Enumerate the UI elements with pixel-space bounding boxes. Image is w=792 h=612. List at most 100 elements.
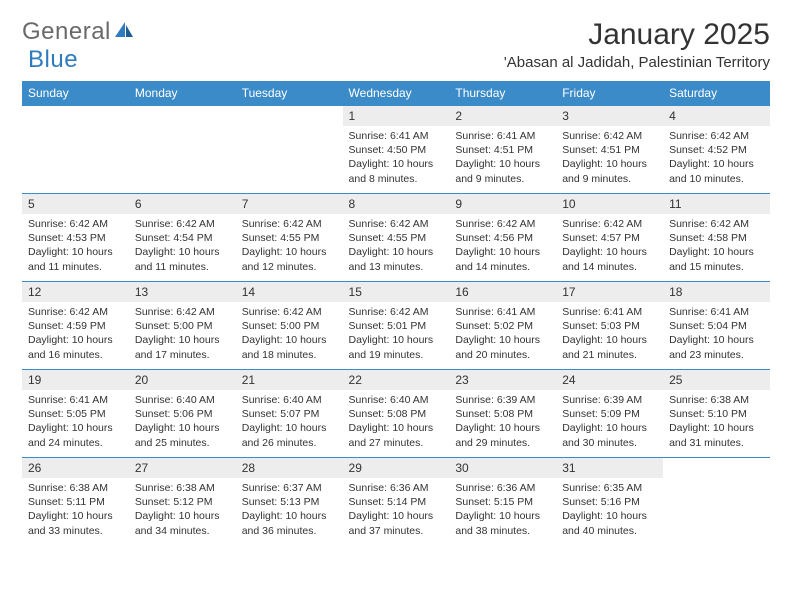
daylight-line: Daylight: 10 hours and 17 minutes.	[135, 333, 230, 361]
sunrise-line: Sunrise: 6:41 AM	[349, 129, 444, 143]
day-info: Sunrise: 6:42 AMSunset: 4:53 PMDaylight:…	[22, 214, 129, 278]
sunset-value: 4:55 PM	[387, 232, 426, 244]
day-cell: 4Sunrise: 6:42 AMSunset: 4:52 PMDaylight…	[663, 106, 770, 194]
sunrise-line: Sunrise: 6:42 AM	[669, 129, 764, 143]
sunrise-value: 6:42 AM	[497, 218, 536, 230]
day-info: Sunrise: 6:41 AMSunset: 4:51 PMDaylight:…	[449, 126, 556, 190]
daylight-line: Daylight: 10 hours and 31 minutes.	[669, 421, 764, 449]
day-info: Sunrise: 6:36 AMSunset: 5:14 PMDaylight:…	[343, 478, 450, 542]
sunrise-line: Sunrise: 6:42 AM	[242, 305, 337, 319]
sunset-value: 4:55 PM	[280, 232, 319, 244]
sunrise-value: 6:39 AM	[497, 394, 536, 406]
sunrise-line: Sunrise: 6:42 AM	[562, 217, 657, 231]
sunset-label: Sunset:	[242, 496, 281, 508]
daylight-label: Daylight:	[349, 510, 393, 522]
week-row: 1Sunrise: 6:41 AMSunset: 4:50 PMDaylight…	[22, 106, 770, 194]
daylight-label: Daylight:	[135, 246, 179, 258]
sunset-label: Sunset:	[562, 232, 601, 244]
daylight-line: Daylight: 10 hours and 34 minutes.	[135, 509, 230, 537]
sunset-label: Sunset:	[455, 320, 494, 332]
sunrise-line: Sunrise: 6:36 AM	[349, 481, 444, 495]
empty-cell	[22, 106, 129, 194]
daylight-label: Daylight:	[669, 334, 713, 346]
sunrise-value: 6:36 AM	[390, 482, 429, 494]
daylight-line: Daylight: 10 hours and 29 minutes.	[455, 421, 550, 449]
sunset-value: 5:12 PM	[173, 496, 212, 508]
sunset-line: Sunset: 5:09 PM	[562, 407, 657, 421]
sunset-line: Sunset: 5:13 PM	[242, 495, 337, 509]
sunrise-label: Sunrise:	[349, 306, 390, 318]
daylight-label: Daylight:	[242, 510, 286, 522]
sunrise-label: Sunrise:	[349, 394, 390, 406]
sunrise-line: Sunrise: 6:38 AM	[135, 481, 230, 495]
sunrise-label: Sunrise:	[669, 130, 710, 142]
sunrise-label: Sunrise:	[242, 218, 283, 230]
daylight-line: Daylight: 10 hours and 11 minutes.	[135, 245, 230, 273]
calendar-body: 1Sunrise: 6:41 AMSunset: 4:50 PMDaylight…	[22, 106, 770, 546]
day-cell: 25Sunrise: 6:38 AMSunset: 5:10 PMDayligh…	[663, 370, 770, 458]
sunrise-label: Sunrise:	[28, 482, 69, 494]
sunset-label: Sunset:	[349, 320, 388, 332]
empty-cell	[663, 458, 770, 546]
day-info: Sunrise: 6:42 AMSunset: 4:54 PMDaylight:…	[129, 214, 236, 278]
sunset-value: 5:04 PM	[708, 320, 747, 332]
sunset-line: Sunset: 4:50 PM	[349, 143, 444, 157]
day-cell: 9Sunrise: 6:42 AMSunset: 4:56 PMDaylight…	[449, 194, 556, 282]
sunset-label: Sunset:	[349, 496, 388, 508]
sunrise-line: Sunrise: 6:42 AM	[28, 217, 123, 231]
title-block: January 2025 'Abasan al Jadidah, Palesti…	[504, 18, 770, 71]
sunset-line: Sunset: 4:56 PM	[455, 231, 550, 245]
day-number: 9	[449, 194, 556, 214]
month-title: January 2025	[504, 18, 770, 52]
sunset-line: Sunset: 5:00 PM	[242, 319, 337, 333]
sunrise-label: Sunrise:	[669, 394, 710, 406]
sunset-line: Sunset: 4:52 PM	[669, 143, 764, 157]
sunset-label: Sunset:	[28, 320, 67, 332]
day-number: 21	[236, 370, 343, 390]
daylight-label: Daylight:	[669, 422, 713, 434]
sunrise-line: Sunrise: 6:42 AM	[135, 305, 230, 319]
sunset-label: Sunset:	[669, 408, 708, 420]
daylight-line: Daylight: 10 hours and 20 minutes.	[455, 333, 550, 361]
day-cell: 30Sunrise: 6:36 AMSunset: 5:15 PMDayligh…	[449, 458, 556, 546]
day-number: 13	[129, 282, 236, 302]
daylight-label: Daylight:	[562, 246, 606, 258]
sunset-value: 4:57 PM	[601, 232, 640, 244]
empty-cell	[236, 106, 343, 194]
day-info: Sunrise: 6:39 AMSunset: 5:08 PMDaylight:…	[449, 390, 556, 454]
sunrise-label: Sunrise:	[135, 306, 176, 318]
day-cell: 31Sunrise: 6:35 AMSunset: 5:16 PMDayligh…	[556, 458, 663, 546]
sunset-line: Sunset: 5:11 PM	[28, 495, 123, 509]
sunset-label: Sunset:	[669, 144, 708, 156]
day-cell: 22Sunrise: 6:40 AMSunset: 5:08 PMDayligh…	[343, 370, 450, 458]
daylight-label: Daylight:	[242, 422, 286, 434]
daylight-label: Daylight:	[669, 158, 713, 170]
day-cell: 17Sunrise: 6:41 AMSunset: 5:03 PMDayligh…	[556, 282, 663, 370]
sunset-label: Sunset:	[28, 232, 67, 244]
day-info: Sunrise: 6:42 AMSunset: 4:56 PMDaylight:…	[449, 214, 556, 278]
day-info: Sunrise: 6:36 AMSunset: 5:15 PMDaylight:…	[449, 478, 556, 542]
day-cell: 27Sunrise: 6:38 AMSunset: 5:12 PMDayligh…	[129, 458, 236, 546]
daylight-label: Daylight:	[669, 246, 713, 258]
day-header: Saturday	[663, 81, 770, 106]
daylight-line: Daylight: 10 hours and 33 minutes.	[28, 509, 123, 537]
sunrise-label: Sunrise:	[349, 130, 390, 142]
day-info: Sunrise: 6:39 AMSunset: 5:09 PMDaylight:…	[556, 390, 663, 454]
sunrise-line: Sunrise: 6:42 AM	[135, 217, 230, 231]
daylight-label: Daylight:	[135, 510, 179, 522]
sunset-value: 5:05 PM	[67, 408, 106, 420]
sunset-line: Sunset: 5:05 PM	[28, 407, 123, 421]
sunset-line: Sunset: 5:07 PM	[242, 407, 337, 421]
sunrise-value: 6:41 AM	[711, 306, 750, 318]
sunrise-label: Sunrise:	[562, 130, 603, 142]
daylight-line: Daylight: 10 hours and 10 minutes.	[669, 157, 764, 185]
sunrise-label: Sunrise:	[28, 306, 69, 318]
sunset-line: Sunset: 5:02 PM	[455, 319, 550, 333]
day-cell: 1Sunrise: 6:41 AMSunset: 4:50 PMDaylight…	[343, 106, 450, 194]
sunrise-line: Sunrise: 6:41 AM	[562, 305, 657, 319]
sunset-label: Sunset:	[242, 320, 281, 332]
logo-text-blue: Blue	[28, 46, 78, 73]
sunset-value: 5:01 PM	[387, 320, 426, 332]
sunrise-value: 6:42 AM	[283, 306, 322, 318]
sunset-value: 4:54 PM	[173, 232, 212, 244]
